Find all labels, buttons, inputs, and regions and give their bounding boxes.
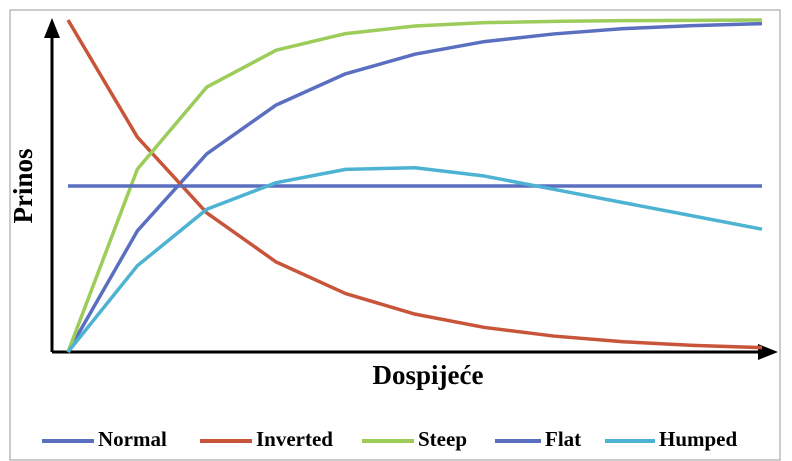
legend-label: Flat	[545, 427, 581, 451]
series-line	[66, 21, 763, 353]
legend-label: Steep	[418, 427, 467, 451]
frame	[9, 9, 781, 461]
y-axis-arrow	[44, 18, 60, 38]
series-line	[66, 165, 763, 354]
x-axis-arrow	[758, 344, 778, 360]
legend-label: Humped	[659, 427, 738, 451]
series-line	[66, 18, 763, 353]
legend-label: Inverted	[256, 427, 333, 451]
series-line	[66, 19, 763, 350]
x-axis-title: Dospijeće	[373, 360, 484, 390]
legend-label: Normal	[98, 427, 167, 451]
y-axis-title: Prinos	[8, 148, 38, 223]
